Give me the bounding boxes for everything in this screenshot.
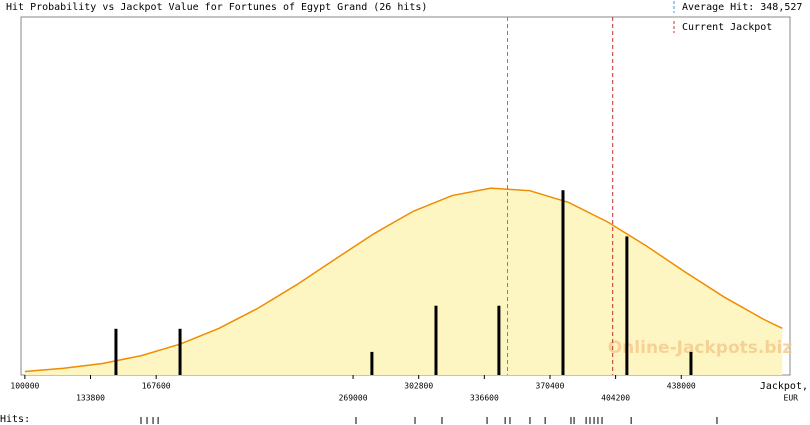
x-tick-label: 336600 [470,394,499,403]
legend-label: Average Hit: 348,527 [682,2,802,13]
bar [689,351,693,375]
curve-line [24,187,783,373]
x-tick-label: 404200 [601,394,630,403]
x-tick-label: 370400 [536,382,565,391]
bar [114,328,118,375]
x-axis-label: EUR [784,394,799,403]
x-axis-label: Jackpot, [760,381,808,392]
bar [497,305,501,375]
legend-label: Current Jackpot [682,22,772,33]
x-tick-label: 302800 [404,382,433,391]
hits-label: Hits: [0,414,30,425]
x-tick-label: 133800 [76,394,105,403]
bar [370,351,374,375]
x-tick-label: 269000 [339,394,368,403]
bar [625,236,629,375]
chart-title: Hit Probability vs Jackpot Value for For… [6,2,427,13]
watermark: Online-Jackpots.biz [608,338,793,358]
x-tick-label: 438000 [667,382,696,391]
bar [178,328,182,375]
x-tick-label: 167600 [142,382,171,391]
bar [434,305,438,375]
x-tick-label: 100000 [10,382,39,391]
curve-area [24,188,783,375]
bar [561,190,565,375]
